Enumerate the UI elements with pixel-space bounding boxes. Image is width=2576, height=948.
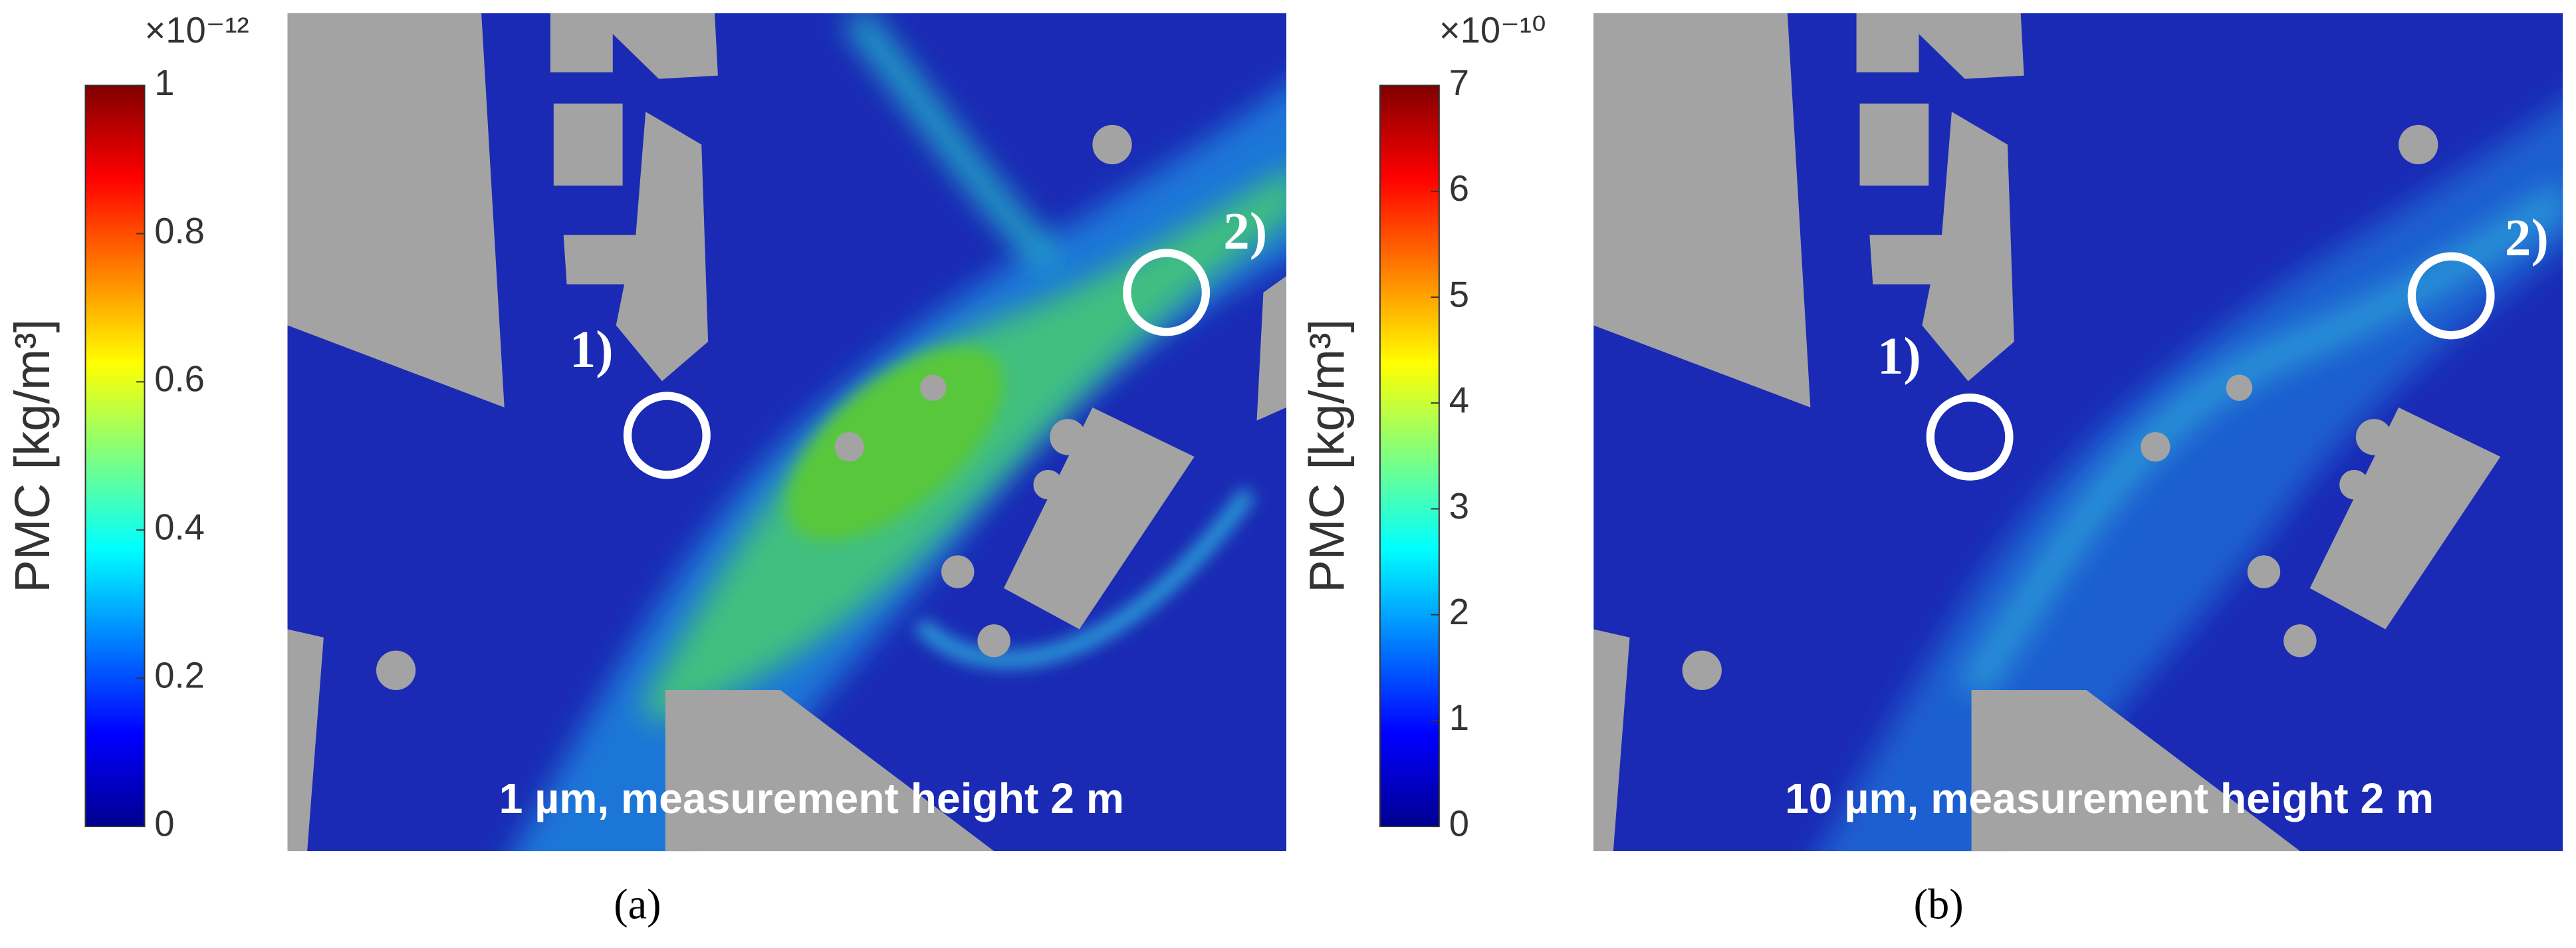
colorbar-tick-label: 0.2 (154, 655, 205, 696)
colorbar-tick-label: 6 (1449, 168, 1469, 209)
colorbar (84, 84, 146, 828)
panel-annotation: 1 µm, measurement height 2 m (499, 774, 1124, 822)
marker-circle (2407, 252, 2495, 340)
colorbar-tick-label: 4 (1449, 380, 1469, 421)
colorbar-tick-label: 5 (1449, 274, 1469, 314)
colorbar-tick-label: 7 (1449, 62, 1469, 103)
colorbar-tick-label: 3 (1449, 486, 1469, 527)
colorbar-tick-label: 1 (154, 62, 174, 103)
colorbar-label: PMC [kg/m³] (1299, 319, 1354, 593)
marker-circle (623, 392, 711, 479)
colorbar-exponent: ×10⁻¹² (144, 10, 249, 51)
map-b: 1) 2) 10 µm, measurement height 2 m (1593, 13, 2563, 852)
colorbar-tick-label: 0 (154, 803, 174, 844)
colorbar-tick-label: 0 (1449, 803, 1469, 844)
colorbar-tick-label: 0.8 (154, 211, 205, 251)
marker-circle (1123, 249, 1211, 336)
colorbar-tick-label: 1 (1449, 697, 1469, 738)
panel-caption: (a) (614, 880, 661, 927)
panel-annotation: 10 µm, measurement height 2 m (1785, 774, 2434, 822)
marker-label: 1) (1877, 328, 1921, 386)
map-a: 1) 2) 1 µm, measurement height 2 m (287, 13, 1287, 852)
colorbar (1379, 84, 1440, 828)
marker-label: 2) (2505, 209, 2549, 267)
colorbar-tick-label: 0.6 (154, 359, 205, 400)
panel-caption: (b) (1914, 880, 1964, 927)
colorbar-exponent: ×10⁻¹⁰ (1439, 10, 1546, 51)
colorbar-label: PMC [kg/m³] (5, 319, 60, 593)
marker-label: 2) (1223, 203, 1267, 261)
colorbar-tick-label: 2 (1449, 592, 1469, 632)
colorbar-tick-label: 0.4 (154, 507, 205, 548)
marker-label: 1) (570, 321, 614, 379)
marker-circle (1926, 393, 2014, 481)
